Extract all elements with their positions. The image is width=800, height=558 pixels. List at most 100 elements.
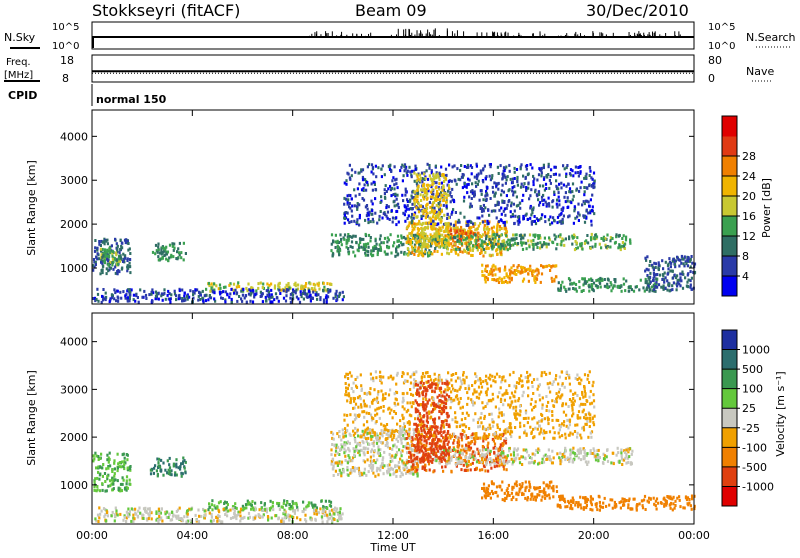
power-cell: [558, 203, 560, 206]
velocity-cell: [338, 430, 340, 433]
velocity-cell: [347, 461, 349, 464]
power-cell: [577, 203, 579, 206]
power-cell: [397, 253, 399, 256]
velocity-cell: [332, 458, 334, 461]
velocity-cell: [400, 451, 402, 454]
power-cell: [428, 251, 430, 254]
power-cell: [538, 167, 540, 170]
power-cell: [233, 292, 235, 295]
velocity-cell: [373, 459, 375, 462]
velocity-cell: [227, 503, 229, 506]
power-cell: [494, 236, 496, 239]
power-cell: [412, 207, 414, 210]
power-cell: [522, 248, 524, 251]
power-cell: [349, 176, 351, 179]
power-cell: [482, 233, 484, 236]
velocity-cell: [343, 469, 345, 472]
power-cell: [539, 241, 541, 244]
power-cell: [119, 291, 121, 294]
power-ytick-label: 3000: [60, 174, 88, 187]
velocity-cell: [429, 460, 431, 463]
power-cell: [443, 199, 445, 202]
power-cell: [514, 272, 516, 275]
power-cell: [655, 277, 657, 280]
power-cell: [254, 293, 256, 296]
power-cell: [674, 274, 676, 277]
power-cell: [121, 246, 123, 249]
power-cell: [417, 232, 419, 235]
power-cell: [370, 200, 372, 203]
power-cell: [579, 165, 581, 168]
power-cell: [452, 165, 454, 168]
power-cell: [473, 194, 475, 197]
power-cell: [443, 204, 445, 207]
velocity-cell: [245, 506, 247, 509]
power-cell: [417, 227, 419, 230]
power-cell: [539, 201, 541, 204]
power-cell: [374, 212, 376, 215]
velocity-cell: [361, 473, 363, 476]
power-cell: [527, 187, 529, 190]
velocity-cell: [183, 515, 185, 518]
power-cell: [591, 209, 593, 212]
power-cell: [127, 242, 129, 245]
velocity-cell: [333, 438, 335, 441]
power-cell: [558, 199, 560, 202]
velocity-cell: [355, 445, 357, 448]
power-cell: [488, 247, 490, 250]
velocity-cell: [413, 428, 415, 431]
power-cell: [590, 236, 592, 239]
power-cell: [439, 227, 441, 230]
power-panel-frame: [92, 110, 694, 304]
power-cell: [523, 242, 525, 245]
velocity-cell: [177, 515, 179, 518]
velocity-cell: [409, 444, 411, 447]
power-cell: [211, 282, 213, 285]
velocity-cell: [101, 466, 103, 469]
velocity-cell: [266, 510, 268, 513]
power-cell: [102, 288, 104, 291]
velocity-cell: [470, 468, 472, 471]
velocity-cell: [173, 463, 175, 466]
velocity-cell: [129, 510, 131, 513]
power-cell: [413, 217, 415, 220]
power-cell: [453, 164, 455, 167]
power-cell: [376, 243, 378, 246]
power-cell: [299, 301, 301, 304]
power-cell: [589, 167, 591, 170]
power-cell: [365, 189, 367, 192]
power-cell: [563, 215, 565, 218]
power-cell: [565, 290, 567, 293]
power-cell: [478, 180, 480, 183]
power-cell: [663, 288, 665, 291]
velocity-cell: [337, 513, 339, 516]
power-cell: [304, 285, 306, 288]
power-cell: [529, 217, 531, 220]
power-cell: [540, 174, 542, 177]
velocity-cell: [93, 485, 95, 488]
velocity-cell: [211, 508, 213, 511]
power-cell: [508, 188, 510, 191]
velocity-cell: [333, 474, 335, 477]
power-cell: [396, 194, 398, 197]
power-cell: [623, 234, 625, 237]
power-cell: [211, 287, 213, 290]
power-cell: [94, 246, 96, 249]
velocity-cell: [99, 466, 101, 469]
power-cell: [578, 219, 580, 222]
velocity-cell: [510, 453, 512, 456]
power-cell: [391, 209, 393, 212]
power-cell: [548, 165, 550, 168]
nsky-left-tick-top: 10^5: [52, 22, 79, 33]
velocity-cell: [441, 466, 443, 469]
power-cell: [141, 296, 143, 299]
power-cell: [407, 170, 409, 173]
power-cell: [436, 250, 438, 253]
power-cell: [260, 282, 262, 285]
power-cell: [418, 253, 420, 256]
power-cell: [163, 288, 165, 291]
velocity-cell: [391, 454, 393, 457]
power-cell: [481, 270, 483, 273]
power-cell: [589, 205, 591, 208]
power-cell: [240, 290, 242, 293]
